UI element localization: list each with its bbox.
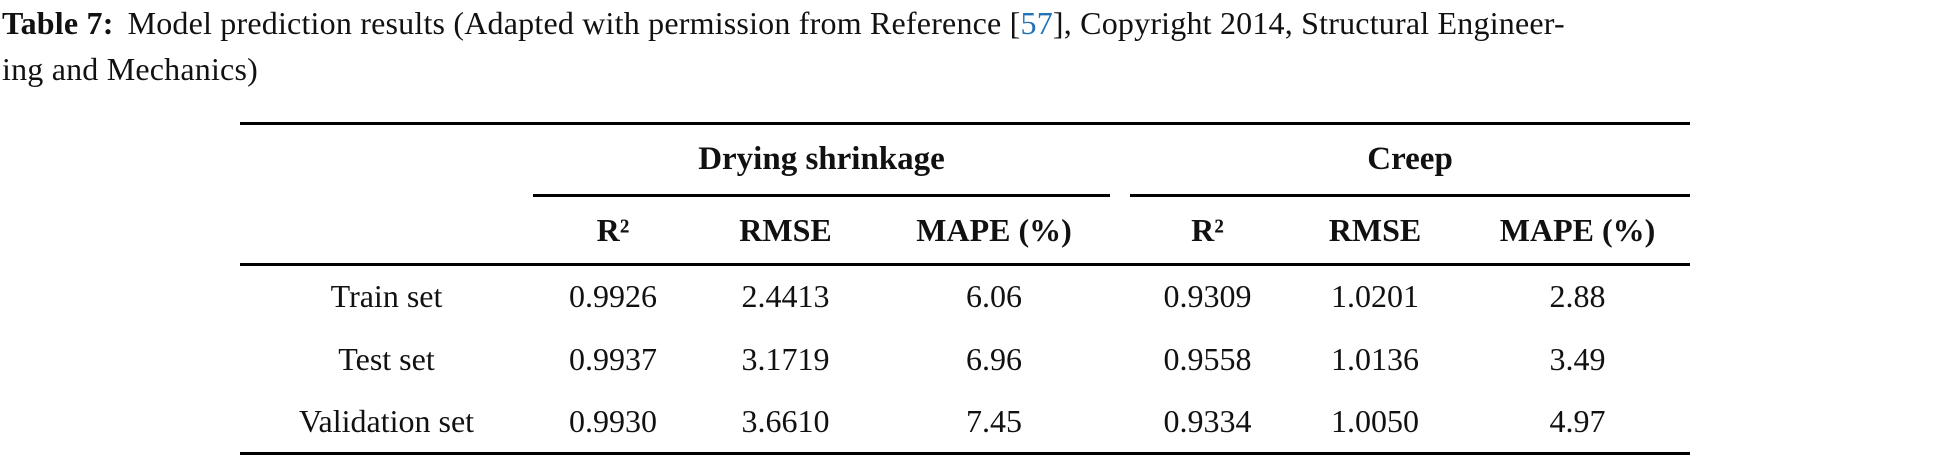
corner-cell	[240, 124, 533, 196]
cell-drying-mape: 6.06	[966, 278, 1022, 315]
cell-drying-rmse: 2.4413	[741, 278, 830, 315]
cell-creep-rmse: 1.0050	[1331, 402, 1420, 439]
gap-cell	[1110, 391, 1130, 454]
cell-creep-mape: 3.49	[1549, 340, 1606, 377]
row-label: Train set	[330, 278, 443, 315]
table-row-validation-set: Validation set 0.9930 3.6610 7.45 0.9334…	[240, 391, 1690, 454]
cell-drying-mape: 7.45	[966, 402, 1022, 439]
cell-creep-r2: 0.9558	[1163, 340, 1252, 377]
caption-line-2: ing and Mechanics)	[2, 51, 258, 87]
table-row-train-set: Train set 0.9926 2.4413 6.06 0.9309 1.02…	[240, 265, 1690, 328]
cell-drying-r2: 0.9930	[569, 402, 657, 439]
caption-text-post: ], Copyright 2014, Structural Engineer-	[1052, 5, 1565, 41]
group-gap-cell	[1110, 124, 1130, 196]
col-header-creep-mape: MAPE (%)	[1465, 195, 1691, 266]
col-header-creep-rmse: RMSE	[1285, 195, 1466, 266]
cell-drying-rmse: 3.6610	[741, 402, 830, 439]
col-header-drying-r2: R²	[533, 195, 693, 266]
cell-drying-rmse: 3.1719	[741, 340, 830, 377]
table-caption: Table 7: Model prediction results (Adapte…	[2, 0, 1951, 92]
cell-creep-mape: 2.88	[1549, 278, 1606, 315]
gap-header-cell	[1110, 195, 1131, 266]
cell-drying-r2: 0.9937	[569, 340, 657, 377]
group-header-row: Drying shrinkage Creep	[240, 123, 1691, 197]
cell-drying-mape: 6.96	[966, 340, 1022, 377]
group-header-drying-shrinkage: Drying shrinkage	[533, 123, 1111, 197]
col-header-drying-mape: MAPE (%)	[878, 195, 1111, 266]
cell-creep-rmse: 1.0201	[1331, 278, 1420, 315]
caption-text-pre: Model prediction results (Adapted with p…	[127, 5, 1021, 41]
cell-creep-r2: 0.9334	[1163, 402, 1252, 439]
reference-link[interactable]: 57	[1020, 5, 1053, 41]
cell-creep-mape: 4.97	[1549, 402, 1606, 439]
gap-cell	[1110, 265, 1130, 328]
cell-drying-r2: 0.9926	[569, 278, 657, 315]
empty-header-cell	[240, 195, 533, 266]
table-number-label: Table 7:	[2, 5, 114, 41]
results-table: Drying shrinkage Creep R² RMSE MAPE (%) …	[240, 122, 1691, 455]
table-row-test-set: Test set 0.9937 3.1719 6.96 0.9558 1.013…	[240, 328, 1690, 391]
group-header-creep: Creep	[1130, 123, 1691, 197]
column-header-row: R² RMSE MAPE (%) R² RMSE MAPE (%)	[240, 195, 1691, 266]
cell-creep-r2: 0.9309	[1163, 278, 1252, 315]
cell-creep-rmse: 1.0136	[1331, 340, 1420, 377]
col-header-drying-rmse: RMSE	[693, 195, 878, 266]
col-header-creep-r2: R²	[1130, 195, 1286, 266]
caption-line-1: Table 7: Model prediction results (Adapte…	[2, 0, 1951, 46]
row-label: Test set	[338, 340, 435, 377]
row-label: Validation set	[298, 402, 475, 439]
gap-cell	[1110, 328, 1130, 391]
